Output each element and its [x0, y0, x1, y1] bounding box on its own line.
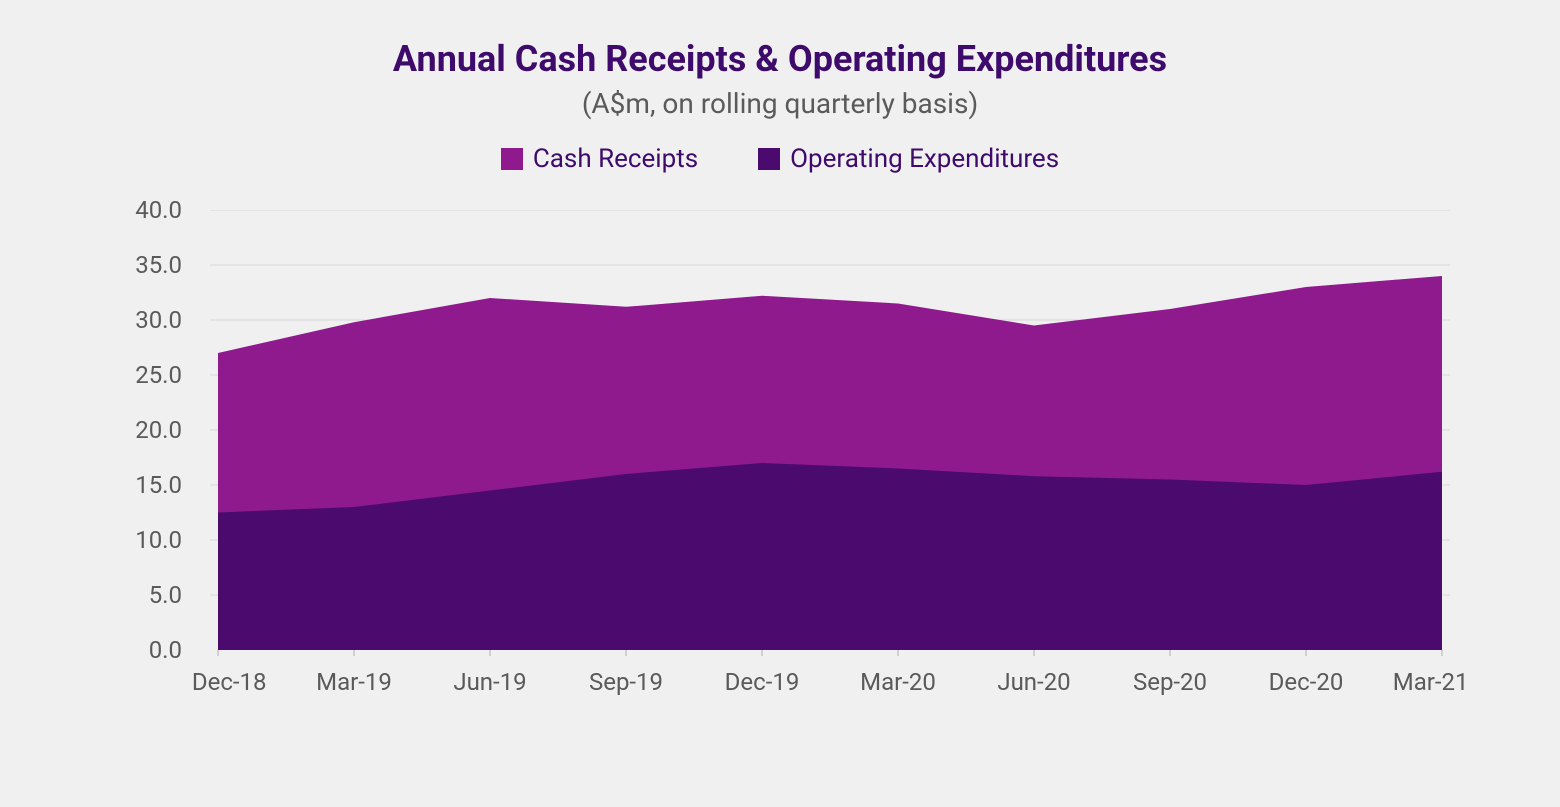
y-tick-label: 5.0 — [110, 581, 182, 609]
plot-svg — [210, 210, 1450, 660]
y-tick-label: 40.0 — [110, 196, 182, 224]
chart-title: Annual Cash Receipts & Operating Expendi… — [393, 38, 1167, 81]
chart-subtitle: (A$m, on rolling quarterly basis) — [582, 87, 978, 120]
y-tick-label: 15.0 — [110, 471, 182, 499]
y-tick-label: 10.0 — [110, 526, 182, 554]
plot-area — [210, 210, 1450, 650]
legend-item-cash-receipts: Cash Receipts — [501, 144, 698, 174]
legend-swatch — [758, 148, 780, 170]
legend-item-operating-expenditures: Operating Expenditures — [758, 144, 1059, 174]
x-tick-label: Jun-19 — [453, 668, 526, 696]
legend-swatch — [501, 148, 523, 170]
x-tick-label: Sep-20 — [1133, 668, 1207, 696]
x-tick-label: Dec-19 — [725, 668, 800, 696]
y-tick-label: 35.0 — [110, 251, 182, 279]
y-tick-label: 20.0 — [110, 416, 182, 444]
x-tick-label: Mar-21 — [1393, 668, 1469, 696]
chart-container: Annual Cash Receipts & Operating Expendi… — [0, 0, 1560, 807]
y-tick-label: 25.0 — [110, 361, 182, 389]
legend-label: Cash Receipts — [533, 144, 698, 174]
y-tick-label: 0.0 — [110, 636, 182, 664]
x-tick-label: Mar-20 — [860, 668, 936, 696]
chart-legend: Cash Receipts Operating Expenditures — [501, 144, 1059, 174]
x-tick-label: Dec-20 — [1269, 668, 1344, 696]
x-tick-label: Sep-19 — [589, 668, 663, 696]
legend-label: Operating Expenditures — [790, 144, 1059, 174]
x-axis: Dec-18Mar-19Jun-19Sep-19Dec-19Mar-20Jun-… — [210, 668, 1450, 708]
x-tick-label: Jun-20 — [997, 668, 1070, 696]
y-tick-label: 30.0 — [110, 306, 182, 334]
y-axis: 0.05.010.015.020.025.030.035.040.0 — [110, 210, 200, 650]
plot-wrap: 0.05.010.015.020.025.030.035.040.0 Dec-1… — [110, 210, 1450, 750]
x-tick-label: Dec-18 — [192, 668, 267, 696]
x-tick-label: Mar-19 — [316, 668, 392, 696]
